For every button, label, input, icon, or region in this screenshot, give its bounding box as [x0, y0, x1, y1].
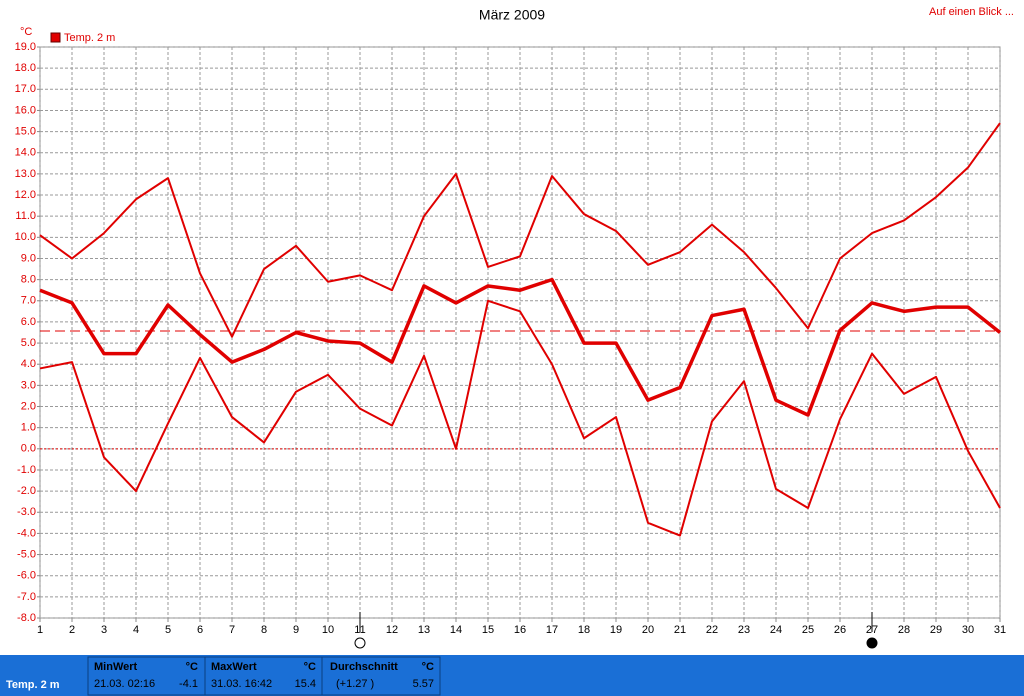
- min-label: MinWert: [94, 661, 138, 673]
- y-tick-label: 6.0: [21, 316, 36, 328]
- line-mean: [39, 277, 1002, 417]
- x-tick-label: 20: [642, 624, 654, 636]
- x-tick-label: 1: [37, 624, 43, 636]
- line-min: [39, 299, 1001, 537]
- max-time: 31.03. 16:42: [211, 678, 272, 690]
- y-tick-label: 9.0: [21, 252, 36, 264]
- x-tick-label: 18: [578, 624, 590, 636]
- y-tick-label: -1.0: [17, 464, 36, 476]
- panel-cell: [321, 656, 441, 696]
- unit: °C: [304, 661, 316, 673]
- y-tick-label: 10.0: [15, 231, 36, 243]
- x-tick-label: 5: [165, 624, 171, 636]
- x-tick-label: 3: [101, 624, 107, 636]
- moon-full: [354, 637, 366, 649]
- y-tick-label: -6.0: [17, 570, 36, 582]
- x-tick-label: 4: [133, 624, 139, 636]
- y-tick-label: 16.0: [15, 104, 36, 116]
- x-tick-label: 7: [229, 624, 235, 636]
- y-tick-label: 17.0: [15, 83, 36, 95]
- x-tick-label: 17: [546, 624, 558, 636]
- y-tick-label: 0.0: [21, 443, 36, 455]
- chart-title: März 2009: [479, 7, 545, 23]
- x-tick-label: 24: [770, 624, 782, 636]
- x-tick-label: 13: [418, 624, 430, 636]
- x-tick-label: 15: [482, 624, 494, 636]
- moon-new: [866, 637, 878, 649]
- unit: °C: [422, 661, 434, 673]
- panel-name: Temp. 2 m: [6, 679, 60, 691]
- y-tick-label: 13.0: [15, 168, 36, 180]
- x-tick-label: 25: [802, 624, 814, 636]
- legend-swatch: [50, 32, 61, 43]
- y-tick-label: 4.0: [21, 358, 36, 370]
- x-tick-label: 10: [322, 624, 334, 636]
- max-label: MaxWert: [211, 661, 257, 673]
- y-tick-label: 8.0: [21, 274, 36, 286]
- x-tick-label: 16: [514, 624, 526, 636]
- link[interactable]: Auf einen Blick ...: [929, 6, 1014, 18]
- x-tick-label: 8: [261, 624, 267, 636]
- x-tick-label: 19: [610, 624, 622, 636]
- y-tick-label: 3.0: [21, 379, 36, 391]
- y-tick-label: 2.0: [21, 400, 36, 412]
- x-tick-label: 21: [674, 624, 686, 636]
- y-tick-label: 7.0: [21, 295, 36, 307]
- x-tick-label: 31: [994, 624, 1006, 636]
- x-tick-label: 14: [450, 624, 462, 636]
- avg-diff: (+1.27 ): [336, 678, 374, 690]
- x-tick-label: 30: [962, 624, 974, 636]
- x-tick-label: 26: [834, 624, 846, 636]
- y-tick-label: -3.0: [17, 506, 36, 518]
- y-tick-label: 14.0: [15, 147, 36, 159]
- y-tick-label: 18.0: [15, 62, 36, 74]
- y-tick-label: 1.0: [21, 422, 36, 434]
- unit: °C: [186, 661, 198, 673]
- x-tick-label: 23: [738, 624, 750, 636]
- y-tick-label: 5.0: [21, 337, 36, 349]
- x-tick-label: 12: [386, 624, 398, 636]
- y-tick-label: -5.0: [17, 548, 36, 560]
- x-tick-label: 28: [898, 624, 910, 636]
- y-tick-label: 12.0: [15, 189, 36, 201]
- y-tick-label: -7.0: [17, 591, 36, 603]
- x-tick-label: 9: [293, 624, 299, 636]
- y-unit: °C: [20, 26, 32, 38]
- avg-value: 5.57: [413, 678, 434, 690]
- x-tick-label: 2: [69, 624, 75, 636]
- y-tick-label: -4.0: [17, 527, 36, 539]
- x-tick-label: 22: [706, 624, 718, 636]
- y-tick-label: 15.0: [15, 125, 36, 137]
- y-tick-label: 19.0: [15, 41, 36, 53]
- y-tick-label: -8.0: [17, 612, 36, 624]
- min-time: 21.03. 02:16: [94, 678, 155, 690]
- avg-label: Durchschnitt: [330, 661, 398, 673]
- min-value: -4.1: [179, 678, 198, 690]
- x-tick-label: 29: [930, 624, 942, 636]
- stats-panel: Temp. 2 m MinWert °C 21.03. 02:16 -4.1 M…: [0, 655, 1024, 696]
- x-tick-label: 6: [197, 624, 203, 636]
- max-value: 15.4: [295, 678, 316, 690]
- legend-label: Temp. 2 m: [64, 32, 115, 44]
- line-max: [39, 122, 1001, 338]
- y-tick-label: -2.0: [17, 485, 36, 497]
- y-tick-label: 11.0: [15, 210, 36, 222]
